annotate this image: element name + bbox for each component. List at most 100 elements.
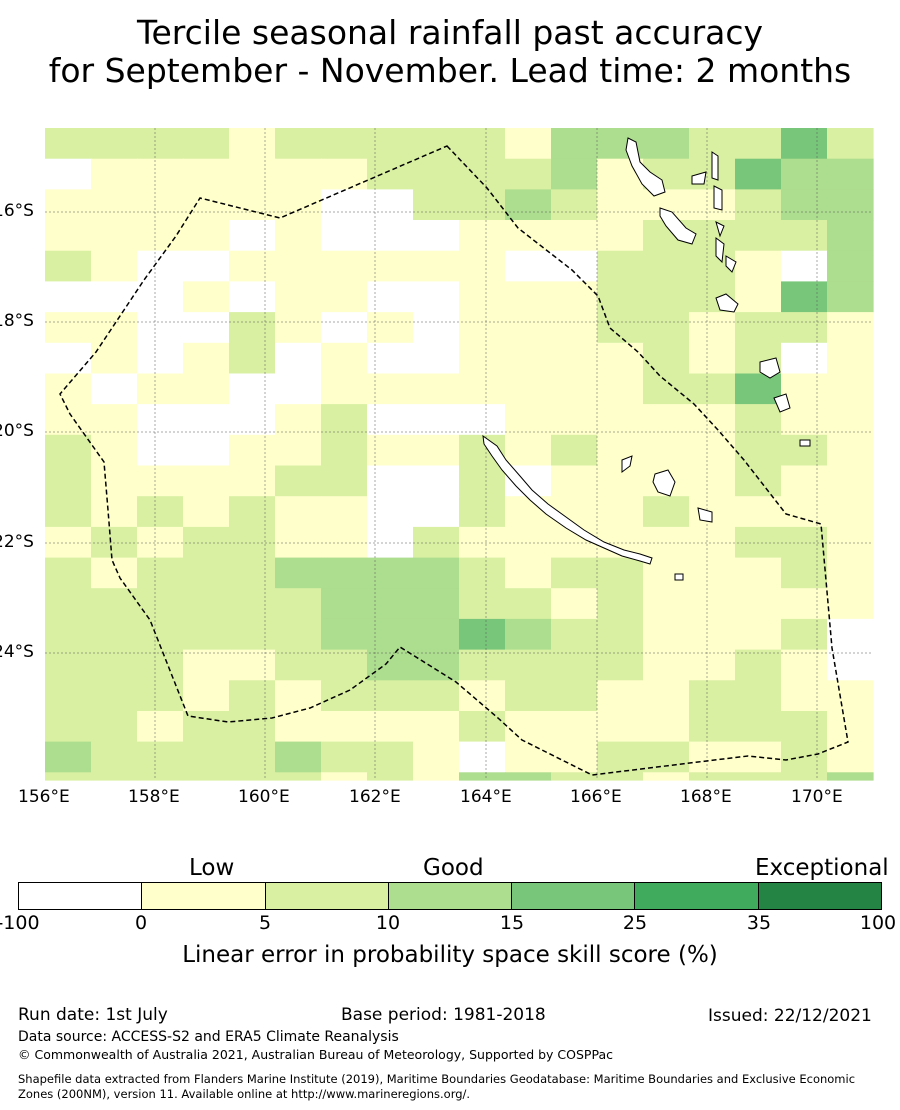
skill-grid-cell [91, 526, 138, 559]
skill-grid-cell [413, 404, 460, 436]
skill-grid-cell [597, 434, 644, 467]
skill-grid-cell [45, 649, 92, 681]
skill-grid-cell [781, 496, 828, 528]
skill-grid-cell [827, 250, 874, 282]
lon-tick-label: 162°E [349, 787, 401, 807]
skill-grid-cell [91, 711, 138, 743]
skill-grid-cell [275, 711, 322, 743]
skill-grid-cell [45, 312, 92, 344]
skill-grid-cell [91, 312, 138, 344]
colorbar-segment [142, 883, 266, 909]
skill-grid-cell [183, 588, 230, 620]
skill-grid-cell [459, 250, 506, 282]
skill-grid-cell [275, 128, 322, 160]
skill-grid-cell [597, 588, 644, 620]
skill-grid-cell [827, 189, 874, 221]
skill-grid-cell [735, 557, 782, 589]
skill-grid-cell [91, 373, 138, 405]
skill-grid-cell [367, 557, 414, 589]
skill-grid-cell [413, 772, 460, 781]
skill-grid-cell [183, 128, 230, 160]
skill-grid-cell [45, 526, 92, 559]
skill-grid-cell [827, 618, 874, 651]
skill-grid-cell [183, 312, 230, 344]
skill-grid-cell [781, 711, 828, 743]
skill-grid-cell [367, 618, 414, 651]
skill-grid-cell [505, 711, 552, 743]
skill-grid-cell [689, 373, 736, 405]
skill-grid-cell [183, 189, 230, 221]
skill-grid-cell [367, 741, 414, 773]
skill-grid-cell [643, 649, 690, 681]
skill-grid-cell [735, 526, 782, 559]
skill-grid-cell [91, 465, 138, 497]
skill-grid-cell [597, 281, 644, 313]
skill-grid-cell [183, 465, 230, 497]
skill-grid-cell [229, 220, 276, 252]
run-date: Run date: 1st July [18, 1005, 168, 1025]
skill-grid-cell [137, 220, 184, 252]
lat-tick-label: 18°S [0, 311, 34, 331]
skill-grid-cell [137, 281, 184, 313]
skill-grid-cell [45, 588, 92, 620]
skill-grid-cell [643, 772, 690, 781]
skill-grid-cell [505, 588, 552, 620]
skill-grid-cell [781, 250, 828, 282]
skill-grid-cell [413, 373, 460, 405]
skill-grid-cell [735, 312, 782, 344]
skill-grid-cell [827, 741, 874, 773]
skill-grid-cell [597, 496, 644, 528]
skill-grid-cell [505, 128, 552, 160]
category-low: Low [189, 855, 235, 881]
skill-grid-cell [413, 465, 460, 497]
skill-grid-cell [827, 557, 874, 589]
skill-grid-cell [229, 434, 276, 467]
skill-grid-cell [643, 312, 690, 344]
skill-grid-cell [321, 312, 368, 344]
skill-grid-cell [275, 588, 322, 620]
skill-grid-cell [275, 772, 322, 781]
skill-grid-cell [505, 312, 552, 344]
skill-grid-cell [137, 158, 184, 190]
skill-grid-cell [459, 281, 506, 313]
skill-grid-cell [137, 465, 184, 497]
skill-grid-cell [367, 588, 414, 620]
skill-grid-cell [643, 711, 690, 743]
skill-grid-cell [551, 772, 598, 781]
skill-grid-cell [505, 680, 552, 712]
skill-grid-cell [413, 128, 460, 160]
skill-grid-cell [827, 680, 874, 712]
skill-grid-cell [827, 711, 874, 743]
skill-grid-cell [827, 496, 874, 528]
skill-grid-cell [229, 250, 276, 282]
skill-grid-cell [781, 189, 828, 221]
skill-grid-cell [781, 373, 828, 405]
new-caledonia-coastline [482, 434, 653, 565]
skill-grid-cell [275, 680, 322, 712]
skill-grid-cell [781, 281, 828, 313]
skill-grid-cell [459, 711, 506, 743]
skill-grid-cell [367, 680, 414, 712]
skill-grid-cell [275, 741, 322, 773]
skill-grid-cell [505, 281, 552, 313]
skill-grid-cell [137, 588, 184, 620]
skill-grid-cell [551, 373, 598, 405]
skill-grid-cell [91, 220, 138, 252]
skill-grid-cell [781, 404, 828, 436]
skill-grid-cell [597, 618, 644, 651]
skill-grid-cell [183, 618, 230, 651]
skill-grid-cell [229, 618, 276, 651]
skill-grid-cell [781, 220, 828, 252]
skill-grid-cell [505, 404, 552, 436]
skill-grid-cell [275, 526, 322, 559]
skill-grid-cell [45, 189, 92, 221]
skill-grid-cell [137, 189, 184, 221]
colorbar-segment [19, 883, 143, 909]
skill-grid-cell [321, 158, 368, 190]
skill-grid-cell [229, 281, 276, 313]
skill-grid-cell [183, 557, 230, 589]
skill-grid-cell [183, 342, 230, 375]
skill-grid-cell [735, 618, 782, 651]
skill-grid-cell [367, 465, 414, 497]
skill-grid-cell [689, 741, 736, 773]
